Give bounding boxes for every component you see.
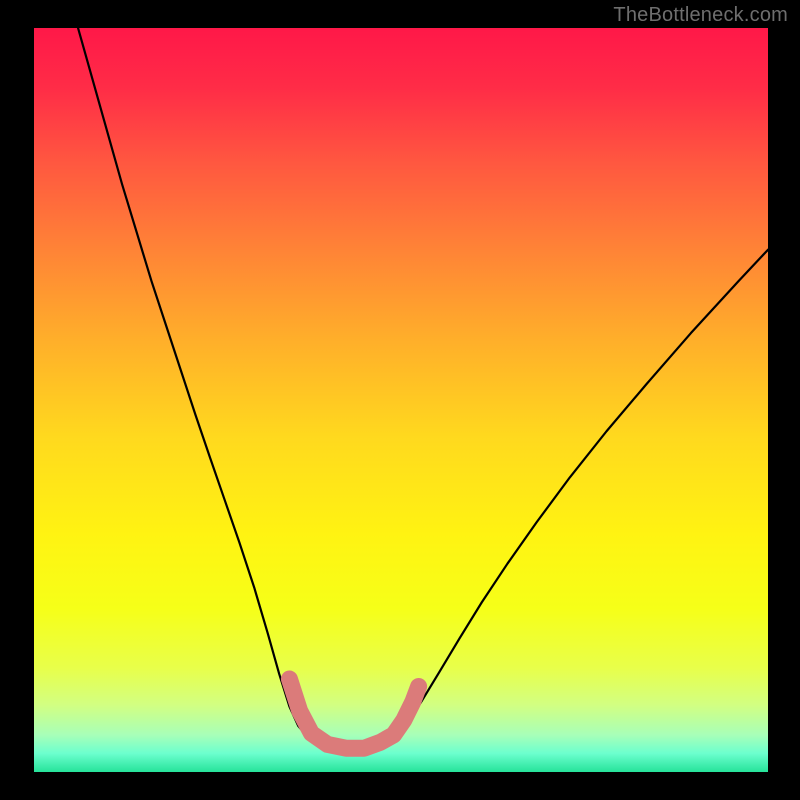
curve-left-branch xyxy=(78,28,317,742)
curve-right-branch xyxy=(395,250,768,737)
highlight-overlay xyxy=(289,679,418,748)
bottleneck-curve xyxy=(34,28,768,772)
chart-area xyxy=(34,28,768,772)
watermark: TheBottleneck.com xyxy=(613,4,788,27)
